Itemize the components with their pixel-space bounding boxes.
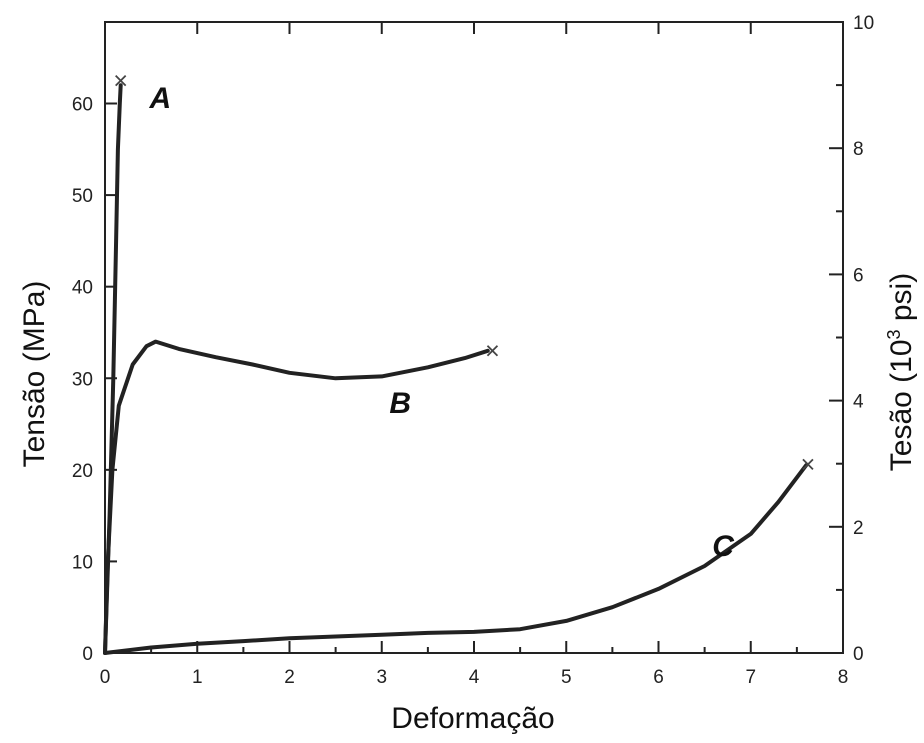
- curve-label-C: C: [712, 530, 735, 563]
- y-tick-label: 20: [72, 461, 93, 482]
- x-tick-label: 2: [284, 667, 295, 688]
- fracture-markers: [115, 74, 814, 470]
- curve-annotations: A B C: [149, 82, 736, 563]
- x-axis-title: Deformação: [391, 702, 554, 735]
- y-tick-label: 40: [72, 278, 93, 299]
- x-tick-label: 0: [100, 667, 111, 688]
- curve-label-A: A: [149, 82, 172, 115]
- fracture-x-marker: [115, 74, 127, 87]
- y-tick-label: 30: [72, 369, 93, 390]
- y-tick-label: 0: [82, 644, 93, 665]
- curve-B: [103, 339, 490, 655]
- plot-frame: [104, 21, 844, 654]
- y-axis-title: Tensão (MPa): [18, 281, 51, 468]
- y2-tick-label: 6: [853, 265, 864, 286]
- x-tick-label: 4: [469, 667, 480, 688]
- y2-tick-label: 10: [853, 13, 874, 34]
- y-tick-label: 10: [72, 552, 93, 573]
- fracture-x-marker: [486, 345, 499, 357]
- x-tick-label: 8: [838, 667, 849, 688]
- x-tick-label: 3: [376, 667, 387, 688]
- y2-tick-label: 4: [853, 392, 864, 413]
- fracture-x-marker: [802, 458, 814, 470]
- curve-C: [103, 463, 809, 655]
- y2-axis-title-sup: 3: [884, 329, 904, 339]
- y2-tick-label: 0: [853, 644, 864, 665]
- x-tick-label: 5: [561, 667, 572, 688]
- x-tick-label: 7: [745, 667, 756, 688]
- curves: [103, 83, 809, 655]
- y2-tick-label: 2: [853, 518, 864, 539]
- x-tick-label: 6: [653, 667, 664, 688]
- curve-label-B: B: [389, 387, 411, 420]
- y-tick-label: 60: [72, 95, 93, 116]
- y2-axis-title-post: psi): [885, 273, 918, 330]
- y2-axis-title: Tesão (103 psi): [884, 273, 918, 471]
- y2-axis-title-pre: Tesão (10: [885, 339, 918, 471]
- y2-tick-label: 8: [853, 139, 864, 160]
- y-tick-label: 50: [72, 186, 93, 207]
- x-tick-label: 1: [192, 667, 203, 688]
